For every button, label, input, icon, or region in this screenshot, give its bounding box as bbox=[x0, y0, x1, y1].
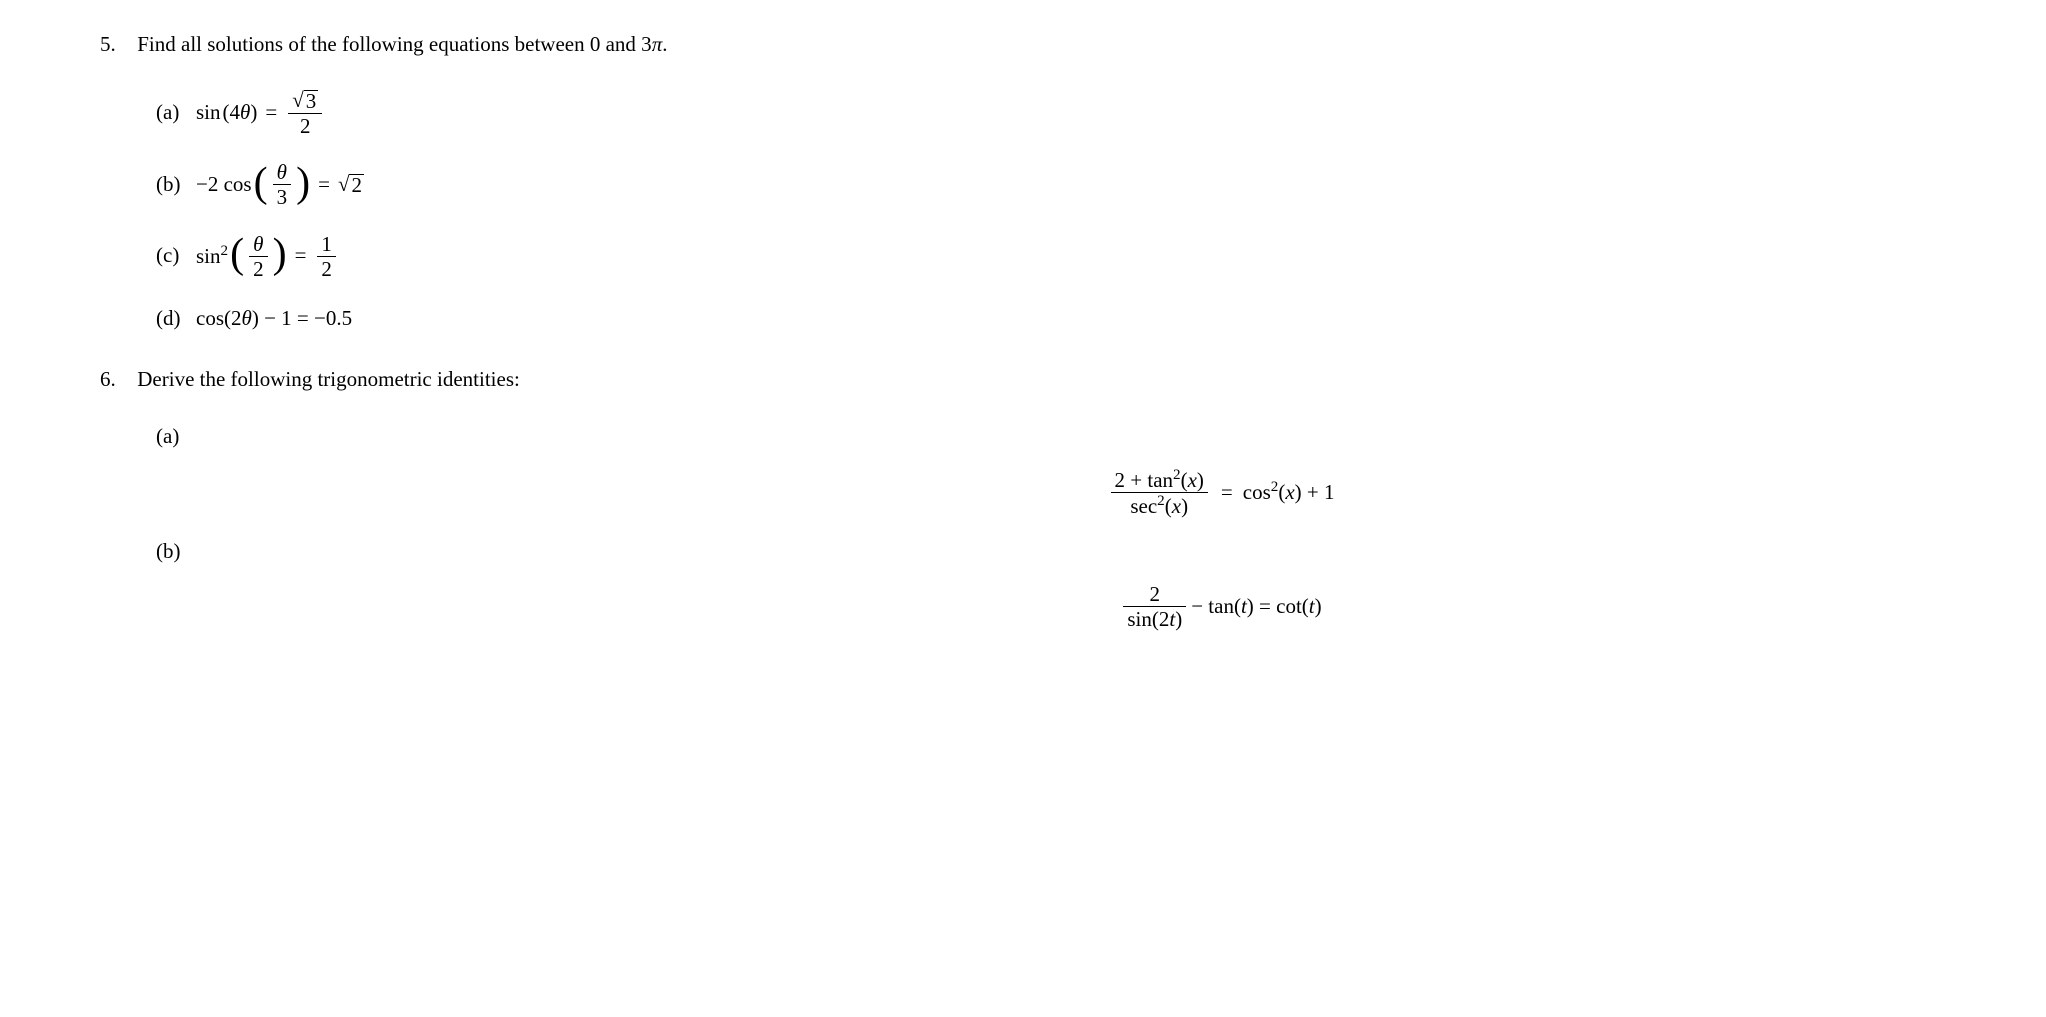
problem-6b-equation: 2 sin(2t) − tan(t) = cot(t) bbox=[496, 580, 1946, 630]
rhs-num: 1 bbox=[317, 233, 336, 257]
problem-5-sublist: (a) sin (4θ) = √ 3 2 (b) bbox=[156, 87, 1946, 333]
sin-func: sin bbox=[196, 98, 221, 127]
den-func: sin bbox=[1127, 607, 1152, 631]
arg-frac: θ 3 bbox=[273, 161, 292, 208]
arg-frac: θ 2 bbox=[249, 233, 268, 280]
arg-num: θ bbox=[273, 161, 292, 185]
problem-6-sublist: (a) 2 + tan2(x) sec2(x) = cos2(x) + 1 bbox=[156, 422, 1946, 630]
arg-num: θ bbox=[249, 233, 268, 257]
equals: = bbox=[265, 98, 277, 127]
num-arg: (x) bbox=[1181, 468, 1204, 492]
problem-5b-label: (b) bbox=[156, 170, 196, 199]
exp: 2 bbox=[221, 243, 229, 259]
problem-6b-label: (b) bbox=[156, 537, 196, 566]
lhs-den: sec2(x) bbox=[1111, 493, 1208, 517]
sqrt: √ 3 bbox=[292, 90, 318, 112]
num-left: 2 + tan bbox=[1115, 468, 1174, 492]
problem-5a-label: (a) bbox=[156, 98, 196, 127]
den-arg: (2t) bbox=[1152, 607, 1182, 631]
radical-sign: √ bbox=[338, 174, 350, 195]
problem-5d: (d) cos(2θ) − 1 = −0.5 bbox=[156, 304, 1946, 333]
equals: = bbox=[318, 170, 330, 199]
rhs-frac: 1 2 bbox=[317, 233, 336, 280]
problem-6a-label: (a) bbox=[156, 422, 196, 451]
den-exp: 2 bbox=[1157, 493, 1165, 509]
problem-5-number: 5. bbox=[100, 30, 132, 59]
problem-5c: (c) sin2 ( θ 2 ) = 1 2 bbox=[156, 233, 1946, 280]
problem-6-number: 6. bbox=[100, 365, 132, 394]
problem-6: 6. Derive the following trigonometric id… bbox=[100, 365, 1946, 630]
rhs-den: 2 bbox=[317, 257, 336, 280]
rhs-func: cos bbox=[1243, 480, 1271, 504]
problem-5c-label: (c) bbox=[156, 241, 196, 270]
equals: = bbox=[1221, 478, 1233, 507]
arg-den: 3 bbox=[273, 185, 292, 208]
lhs-den: sin(2t) bbox=[1123, 607, 1186, 630]
sin-arg: (4θ) bbox=[223, 98, 258, 127]
problem-6b: (b) bbox=[156, 537, 1946, 566]
rhs-frac: √ 3 2 bbox=[288, 87, 322, 137]
problem-5b: (b) −2 cos ( θ 3 ) = √ 2 bbox=[156, 161, 1946, 208]
radicand: 2 bbox=[349, 174, 364, 196]
num-exp: 2 bbox=[1173, 467, 1181, 483]
problem-5a-content: sin (4θ) = √ 3 2 bbox=[196, 87, 325, 137]
rhs-den: 2 bbox=[288, 114, 322, 137]
arg-den: 2 bbox=[249, 257, 268, 280]
problem-5d-label: (d) bbox=[156, 304, 196, 333]
problem-5c-content: sin2 ( θ 2 ) = 1 2 bbox=[196, 233, 339, 280]
problem-6a: (a) bbox=[156, 422, 1946, 451]
equals: = bbox=[295, 241, 307, 270]
sin2: sin2 bbox=[196, 241, 228, 271]
problem-5: 5. Find all solutions of the following e… bbox=[100, 30, 1946, 333]
problem-6-text: Derive the following trigonometric ident… bbox=[137, 367, 520, 391]
lhs-frac: 2 + tan2(x) sec2(x) bbox=[1111, 468, 1208, 517]
lhs-num: 2 bbox=[1123, 583, 1186, 607]
func: sin bbox=[196, 244, 221, 268]
radicand: 3 bbox=[304, 90, 319, 112]
problem-5a: (a) sin (4θ) = √ 3 2 bbox=[156, 87, 1946, 137]
problem-5-text: Find all solutions of the following equa… bbox=[137, 32, 667, 56]
problem-6a-equation: 2 + tan2(x) sec2(x) = cos2(x) + 1 bbox=[496, 466, 1946, 517]
rhs: cos2(x) + 1 bbox=[1243, 477, 1335, 507]
rest: − tan(t) = cot(t) bbox=[1191, 592, 1321, 621]
rhs-num: √ 3 bbox=[288, 87, 322, 114]
den-arg: (x) bbox=[1165, 494, 1188, 518]
problem-5d-content: cos(2θ) − 1 = −0.5 bbox=[196, 304, 352, 333]
lhs-num: 2 + tan2(x) bbox=[1111, 468, 1208, 493]
rhs-sqrt: √ 2 bbox=[338, 174, 364, 196]
den-func: sec bbox=[1130, 494, 1157, 518]
radical-sign: √ bbox=[292, 90, 304, 111]
coef: −2 cos bbox=[196, 170, 252, 199]
rhs-arg: (x) + 1 bbox=[1278, 480, 1334, 504]
problem-5b-content: −2 cos ( θ 3 ) = √ 2 bbox=[196, 161, 364, 208]
lhs-frac: 2 sin(2t) bbox=[1123, 583, 1186, 630]
